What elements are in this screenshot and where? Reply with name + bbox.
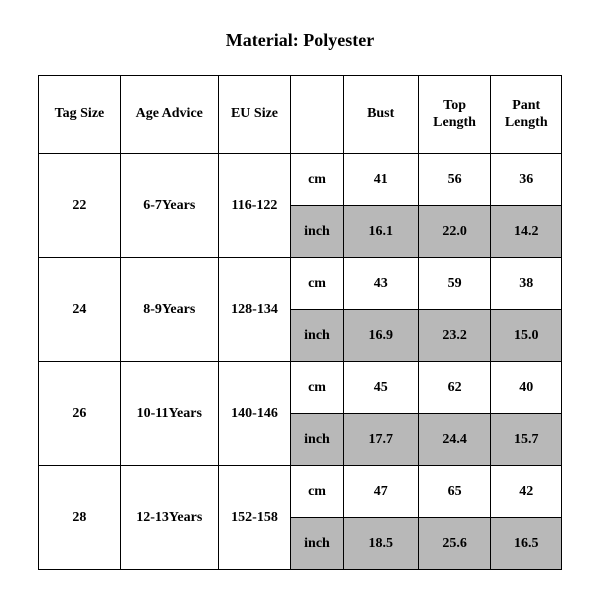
cell-pant: 36: [491, 154, 562, 206]
col-unit: [291, 76, 343, 154]
cell-unit-inch: inch: [291, 310, 343, 362]
cell-unit-inch: inch: [291, 206, 343, 258]
cell-eu: 116-122: [218, 154, 291, 258]
page-title: Material: Polyester: [0, 0, 600, 75]
cell-top: 65: [418, 466, 491, 518]
cell-top: 59: [418, 258, 491, 310]
cell-pant: 15.7: [491, 414, 562, 466]
cell-top: 24.4: [418, 414, 491, 466]
cell-tag: 24: [39, 258, 121, 362]
cell-pant: 15.0: [491, 310, 562, 362]
cell-pant: 42: [491, 466, 562, 518]
cell-tag: 28: [39, 466, 121, 570]
table-row: 24 8-9Years 128-134 cm 43 59 38: [39, 258, 562, 310]
cell-top: 62: [418, 362, 491, 414]
col-pant-length: PantLength: [491, 76, 562, 154]
cell-age: 12-13Years: [120, 466, 218, 570]
col-age-advice: Age Advice: [120, 76, 218, 154]
cell-age: 10-11Years: [120, 362, 218, 466]
cell-unit-cm: cm: [291, 154, 343, 206]
cell-pant: 38: [491, 258, 562, 310]
table-row: 28 12-13Years 152-158 cm 47 65 42: [39, 466, 562, 518]
cell-eu: 128-134: [218, 258, 291, 362]
cell-bust: 47: [343, 466, 418, 518]
cell-top: 56: [418, 154, 491, 206]
cell-unit-cm: cm: [291, 466, 343, 518]
table-body: 22 6-7Years 116-122 cm 41 56 36 inch 16.…: [39, 154, 562, 570]
cell-top: 22.0: [418, 206, 491, 258]
cell-bust: 16.9: [343, 310, 418, 362]
cell-bust: 45: [343, 362, 418, 414]
cell-unit-cm: cm: [291, 362, 343, 414]
col-top-length: TopLength: [418, 76, 491, 154]
cell-eu: 152-158: [218, 466, 291, 570]
size-table: Tag Size Age Advice EU Size Bust TopLeng…: [38, 75, 562, 570]
cell-bust: 18.5: [343, 518, 418, 570]
col-bust: Bust: [343, 76, 418, 154]
col-tag-size: Tag Size: [39, 76, 121, 154]
cell-age: 6-7Years: [120, 154, 218, 258]
cell-bust: 43: [343, 258, 418, 310]
cell-tag: 26: [39, 362, 121, 466]
cell-pant: 16.5: [491, 518, 562, 570]
col-eu-size: EU Size: [218, 76, 291, 154]
cell-pant: 14.2: [491, 206, 562, 258]
size-table-container: Tag Size Age Advice EU Size Bust TopLeng…: [0, 75, 600, 570]
table-header-row: Tag Size Age Advice EU Size Bust TopLeng…: [39, 76, 562, 154]
cell-bust: 17.7: [343, 414, 418, 466]
cell-top: 25.6: [418, 518, 491, 570]
cell-unit-inch: inch: [291, 518, 343, 570]
cell-unit-cm: cm: [291, 258, 343, 310]
cell-eu: 140-146: [218, 362, 291, 466]
cell-bust: 41: [343, 154, 418, 206]
table-row: 26 10-11Years 140-146 cm 45 62 40: [39, 362, 562, 414]
cell-tag: 22: [39, 154, 121, 258]
cell-top: 23.2: [418, 310, 491, 362]
table-row: 22 6-7Years 116-122 cm 41 56 36: [39, 154, 562, 206]
cell-unit-inch: inch: [291, 414, 343, 466]
cell-bust: 16.1: [343, 206, 418, 258]
cell-pant: 40: [491, 362, 562, 414]
cell-age: 8-9Years: [120, 258, 218, 362]
